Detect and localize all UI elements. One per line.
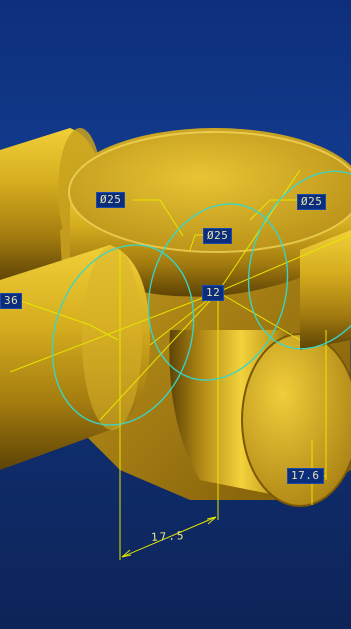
dim-dia-left[interactable]: Ø25: [96, 192, 126, 208]
axis-line-6: [217, 291, 301, 341]
dim-left-edge-value[interactable]: 36: [0, 293, 23, 309]
dim-dia-right[interactable]: Ø25: [297, 194, 327, 210]
diameter-circles: [51, 170, 351, 426]
leader-dia-right: [249, 199, 298, 221]
top-boss-face[interactable]: [67, 128, 351, 252]
lower-left-cylinder-end: [82, 246, 142, 430]
axis-line-4: [9, 291, 219, 373]
leader-36: [17, 299, 119, 341]
leader-dia-center: [189, 234, 205, 251]
dim-line-17-5: [121, 516, 217, 558]
arrow-17-5-left: [121, 549, 132, 558]
arrow-17-5-right: [206, 516, 217, 525]
right-cylinder-end[interactable]: [242, 334, 351, 506]
top-boss-rim: [68, 131, 351, 253]
dim-bottom-value[interactable]: 17.5: [150, 529, 186, 544]
dim-center-value[interactable]: 12: [202, 285, 225, 301]
dim-right-bottom-value[interactable]: 17.6: [287, 468, 324, 484]
part-body[interactable]: [0, 128, 351, 507]
dim-dia-center[interactable]: Ø25: [203, 228, 233, 244]
circle-center: [147, 203, 289, 381]
circle-right: [247, 170, 351, 350]
axis-line-3: [217, 234, 351, 293]
circle-left: [51, 244, 195, 426]
leader-dia-left: [133, 199, 184, 237]
far-right-boss[interactable]: [300, 230, 351, 350]
